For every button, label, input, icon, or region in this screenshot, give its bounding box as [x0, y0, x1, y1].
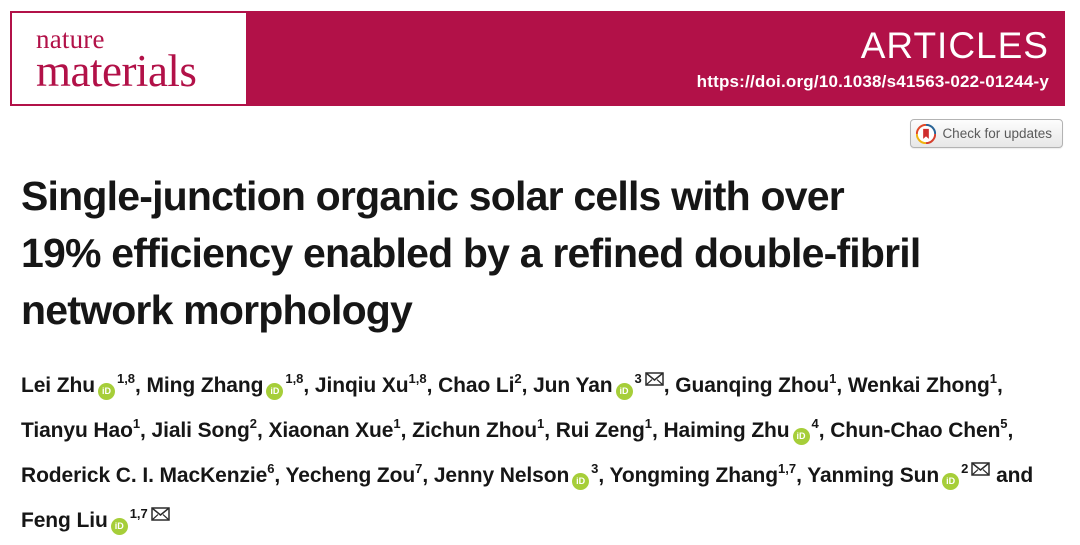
- author-separator: ,: [303, 374, 315, 397]
- author-name: Jun Yan: [533, 374, 613, 397]
- author-separator: ,: [521, 374, 534, 397]
- author-name: Wenkai Zhong: [847, 374, 990, 397]
- envelope-icon[interactable]: [645, 361, 664, 399]
- author-separator: ,: [544, 419, 556, 442]
- author-affiliation-sup: 1,8: [116, 371, 136, 386]
- orcid-id-icon[interactable]: iD: [110, 517, 128, 535]
- author-separator: ,: [651, 419, 664, 442]
- author-line: Roderick C. I. MacKenzie6, Yecheng Zou7,…: [21, 450, 1071, 495]
- author-affiliation-sup: 6: [267, 461, 275, 476]
- author-separator: ,: [422, 464, 434, 487]
- author-separator: ,: [1007, 419, 1014, 442]
- orcid-id-icon[interactable]: iD: [942, 472, 960, 490]
- author-affiliation-sup: 2: [249, 416, 257, 431]
- author-affiliation-sup: 1,7: [129, 506, 148, 521]
- author-name: Haiming Zhu: [663, 419, 790, 442]
- author-name: Zichun Zhou: [412, 419, 537, 442]
- author-separator: ,: [836, 374, 848, 397]
- article-type-heading: ARTICLES: [860, 24, 1049, 66]
- orcid-id-icon[interactable]: iD: [615, 382, 633, 400]
- author-name: Tianyu Hao: [21, 419, 133, 442]
- author-separator: ,: [135, 374, 147, 397]
- author-affiliation-sup: 1: [989, 371, 997, 386]
- author-name: Chao Li: [438, 374, 515, 397]
- author-name: Chun-Chao Chen: [830, 419, 1001, 442]
- author-line: Lei Zhu iD1,8, Ming Zhang iD1,8, Jinqiu Xu…: [21, 360, 1071, 405]
- title-line-1: Single-junction organic solar cells with…: [21, 173, 845, 219]
- orcid-id-icon[interactable]: iD: [266, 382, 284, 400]
- title-line-2: 19% efficiency enabled by a refined doub…: [21, 230, 921, 276]
- author-name: Lei Zhu: [21, 374, 95, 397]
- envelope-icon[interactable]: [151, 496, 170, 534]
- title-line-3: network morphology: [21, 287, 413, 333]
- author-line: Tianyu Hao1, Jiali Song2, Xiaonan Xue1, …: [21, 405, 1071, 450]
- author-separator: ,: [598, 464, 610, 487]
- banner-right: ARTICLES https://doi.org/10.1038/s41563-…: [248, 11, 1065, 106]
- author-affiliation-sup: 1,8: [408, 371, 427, 386]
- envelope-icon[interactable]: [971, 451, 991, 489]
- author-separator: ,: [256, 419, 269, 442]
- journal-name-materials: materials: [36, 45, 197, 96]
- author-name: Jiali Song: [151, 419, 250, 442]
- author-list: Lei Zhu iD1,8, Ming Zhang iD1,8, Jinqiu Xu…: [21, 360, 1071, 540]
- author-affiliation-sup: 1: [393, 416, 401, 431]
- paper-title: Single-junction organic solar cells with…: [21, 168, 1061, 339]
- author-name: Jenny Nelson: [433, 464, 570, 487]
- author-separator: ,: [426, 374, 439, 397]
- orcid-id-icon[interactable]: iD: [792, 427, 810, 445]
- author-name: Xiaonan Xue: [268, 419, 394, 442]
- author-separator: ,: [274, 464, 286, 487]
- author-affiliation-sup: 1,8: [285, 371, 304, 386]
- check-for-updates-button[interactable]: Check for updates: [910, 119, 1063, 148]
- author-affiliation-sup: 5: [1000, 416, 1008, 431]
- author-name: Rui Zeng: [555, 419, 645, 442]
- author-line: Feng Liu iD1,7: [21, 495, 1071, 540]
- author-name: Jinqiu Xu: [314, 374, 409, 397]
- journal-name-nature: nature: [36, 23, 105, 54]
- author-name: Yanming Sun: [807, 464, 940, 487]
- author-separator: ,: [818, 419, 831, 442]
- author-name: Yecheng Zou: [285, 464, 416, 487]
- author-affiliation-sup: 1: [644, 416, 652, 431]
- crossmark-logo-icon: [916, 123, 937, 144]
- author-affiliation-sup: 1: [132, 416, 141, 431]
- author-name: Roderick C. I. MacKenzie: [21, 464, 268, 487]
- author-name: Guanqing Zhou: [675, 374, 830, 397]
- author-separator: ,: [400, 419, 413, 442]
- author-name: Yongming Zhang: [609, 464, 779, 487]
- author-affiliation-sup: 4: [811, 416, 819, 431]
- orcid-id-icon[interactable]: iD: [97, 382, 115, 400]
- journal-logo[interactable]: nature materials: [10, 11, 248, 106]
- author-separator: and: [990, 464, 1034, 487]
- doi-link[interactable]: https://doi.org/10.1038/s41563-022-01244…: [696, 71, 1049, 91]
- author-separator: ,: [996, 374, 1003, 397]
- check-for-updates-label: Check for updates: [942, 126, 1052, 141]
- author-affiliation-sup: 2: [514, 371, 522, 386]
- author-affiliation-sup: 1: [829, 371, 837, 386]
- author-affiliation-sup: 7: [415, 461, 423, 476]
- author-name: Feng Liu: [21, 509, 108, 532]
- journal-banner: nature materials ARTICLES https://doi.or…: [10, 11, 1065, 106]
- author-affiliation-sup: 1,7: [778, 461, 797, 476]
- author-affiliation-sup: 3: [591, 461, 599, 476]
- author-affiliation-sup: 1: [536, 416, 545, 431]
- author-affiliation-sup: 2: [961, 461, 969, 476]
- orcid-id-icon[interactable]: iD: [572, 472, 590, 490]
- author-separator: ,: [140, 419, 152, 442]
- author-name: Ming Zhang: [146, 374, 264, 397]
- author-separator: ,: [663, 374, 676, 397]
- author-affiliation-sup: 3: [634, 371, 642, 386]
- author-separator: ,: [796, 464, 808, 487]
